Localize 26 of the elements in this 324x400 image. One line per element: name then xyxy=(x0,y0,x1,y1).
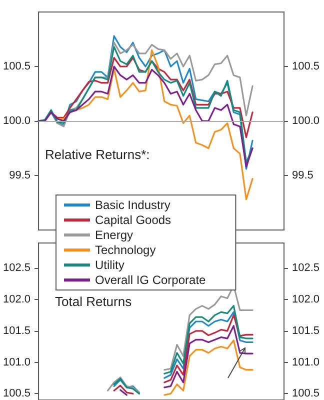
legend-label: Overall IG Corporate xyxy=(95,273,206,287)
y-tick-label: 102.0 xyxy=(2,294,31,306)
y-tick-label: 100.0 xyxy=(2,115,31,127)
legend-label: Technology xyxy=(95,243,156,257)
y-tick-label: 102.5 xyxy=(2,262,31,274)
y-tick-label: 100.5 xyxy=(2,60,31,72)
legend-label: Basic Industry xyxy=(95,198,170,212)
y-tick-label: 101.0 xyxy=(2,356,31,368)
legend-label: Energy xyxy=(95,228,134,242)
y2-tick-label: 100.0 xyxy=(292,115,320,127)
line-series xyxy=(38,66,254,168)
legend-label: Capital Goods xyxy=(95,213,172,227)
y2-tick-label: 102.0 xyxy=(292,294,320,306)
line-series xyxy=(164,340,254,396)
y-tick-label: 100.5 xyxy=(2,388,31,400)
y2-tick-label: 99.5 xyxy=(292,170,314,182)
y-tick-label: 99.5 xyxy=(9,170,31,182)
annotation: Relative Returns*: xyxy=(45,147,150,162)
y2-tick-label: 100.5 xyxy=(292,388,320,400)
legend-label: Utility xyxy=(95,258,124,272)
annotation: Total Returns xyxy=(55,294,132,309)
y-tick-label: 101.5 xyxy=(2,324,31,337)
y2-tick-label: 101.0 xyxy=(292,356,320,368)
y2-tick-label: 102.5 xyxy=(292,262,320,274)
y2-tick-label: 100.5 xyxy=(292,60,320,72)
y2-tick-label: 101.5 xyxy=(292,324,320,337)
